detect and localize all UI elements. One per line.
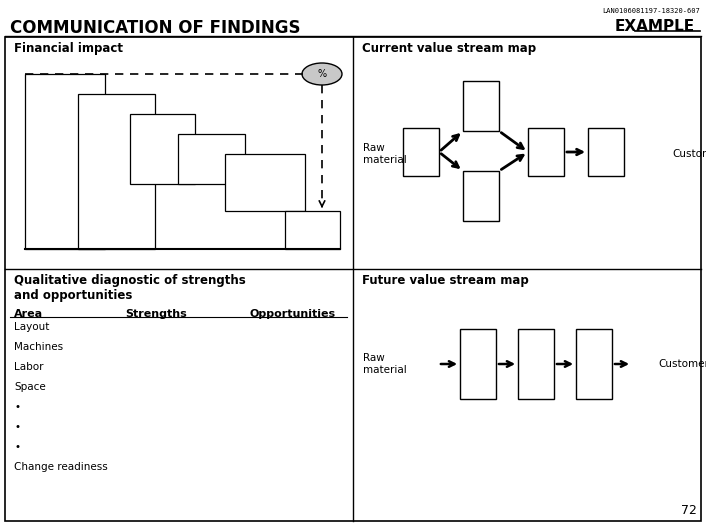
Bar: [403, 128, 439, 176]
Text: Opportunities: Opportunities: [250, 309, 336, 319]
Bar: [463, 81, 499, 131]
Bar: [285, 211, 340, 249]
Text: Strengths: Strengths: [125, 309, 187, 319]
Text: Change readiness: Change readiness: [14, 462, 108, 472]
Text: Space: Space: [14, 382, 46, 392]
Text: 72: 72: [681, 504, 697, 517]
Text: •: •: [14, 422, 20, 432]
Text: Current value stream map: Current value stream map: [362, 42, 536, 55]
Bar: [463, 171, 499, 221]
Text: EXAMPLE: EXAMPLE: [615, 19, 695, 34]
Text: Raw
material: Raw material: [363, 353, 407, 375]
Text: Raw
material: Raw material: [363, 143, 407, 165]
Text: Layout: Layout: [14, 322, 49, 332]
Text: Future value stream map: Future value stream map: [362, 274, 529, 287]
Text: Customer: Customer: [672, 149, 706, 159]
Bar: [588, 128, 624, 176]
Bar: [178, 134, 245, 184]
Bar: [25, 74, 105, 249]
Bar: [78, 94, 155, 249]
Text: Area: Area: [14, 309, 43, 319]
Text: COMMUNICATION OF FINDINGS: COMMUNICATION OF FINDINGS: [10, 19, 301, 37]
Bar: [130, 114, 195, 184]
Bar: [225, 154, 305, 211]
Bar: [528, 128, 564, 176]
Bar: [460, 329, 496, 399]
Text: LAN0106081197-18320-607: LAN0106081197-18320-607: [602, 8, 700, 14]
Ellipse shape: [302, 63, 342, 85]
Text: Customer: Customer: [658, 359, 706, 369]
Text: Financial impact: Financial impact: [14, 42, 123, 55]
Text: Qualitative diagnostic of strengths
and opportunities: Qualitative diagnostic of strengths and …: [14, 274, 246, 302]
Bar: [576, 329, 612, 399]
Text: •: •: [14, 402, 20, 412]
Text: %: %: [318, 69, 327, 79]
Text: Labor: Labor: [14, 362, 44, 372]
Bar: [518, 329, 554, 399]
Text: •: •: [14, 442, 20, 452]
Text: Machines: Machines: [14, 342, 63, 352]
